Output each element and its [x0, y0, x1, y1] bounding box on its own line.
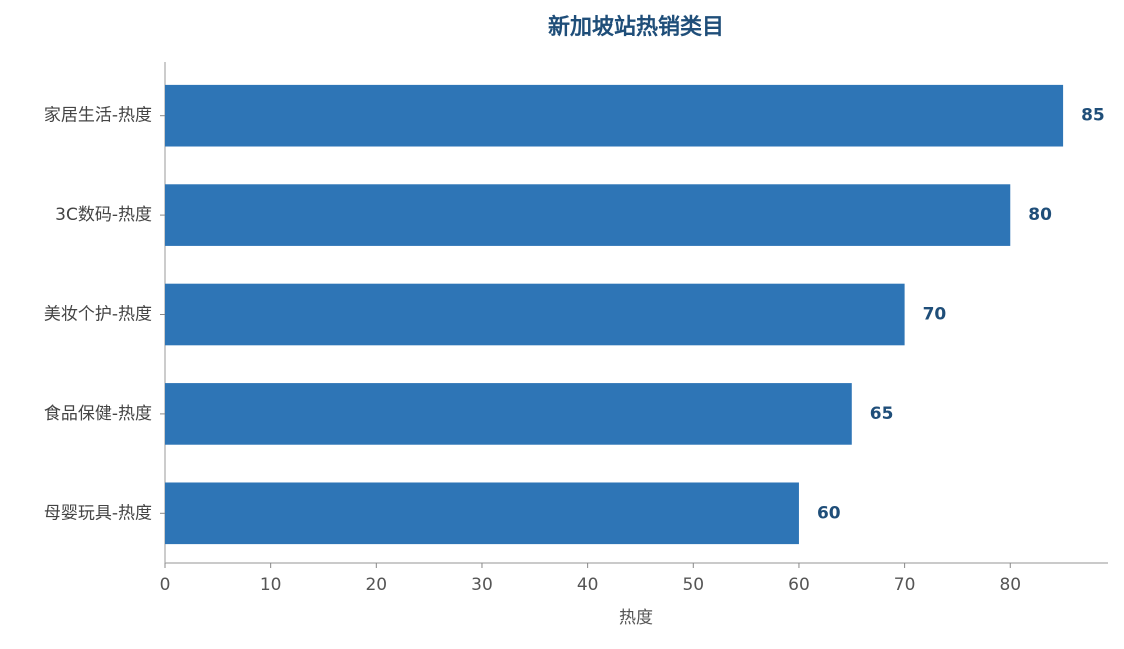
data-label: 70: [923, 305, 947, 325]
data-label: 65: [870, 404, 894, 424]
y-tick-label: 食品保健-热度: [44, 404, 152, 424]
x-tick-label: 10: [260, 575, 282, 595]
x-tick-label: 70: [894, 575, 916, 595]
bar: [165, 184, 1011, 246]
x-tick-label: 60: [788, 575, 810, 595]
x-tick-label: 80: [999, 575, 1021, 595]
data-label: 85: [1081, 106, 1105, 126]
bar: [165, 482, 799, 545]
bar: [165, 383, 852, 445]
y-tick-label: 3C数码-热度: [55, 205, 152, 225]
x-axis-label: 热度: [619, 608, 653, 628]
y-tick-label: 家居生活-热度: [44, 106, 152, 126]
bar: [165, 84, 1064, 147]
bar: [165, 283, 905, 346]
x-tick-label: 0: [160, 575, 171, 595]
data-label: 80: [1028, 205, 1052, 225]
x-tick-label: 20: [365, 575, 387, 595]
x-tick-label: 40: [577, 575, 599, 595]
chart-title: 新加坡站热销类目: [548, 14, 724, 40]
y-tick-label: 美妆个护-热度: [44, 305, 152, 325]
x-tick-label: 30: [471, 575, 493, 595]
y-tick-label: 母婴玩具-热度: [44, 503, 152, 523]
data-label: 60: [817, 503, 841, 523]
x-tick-label: 50: [682, 575, 704, 595]
